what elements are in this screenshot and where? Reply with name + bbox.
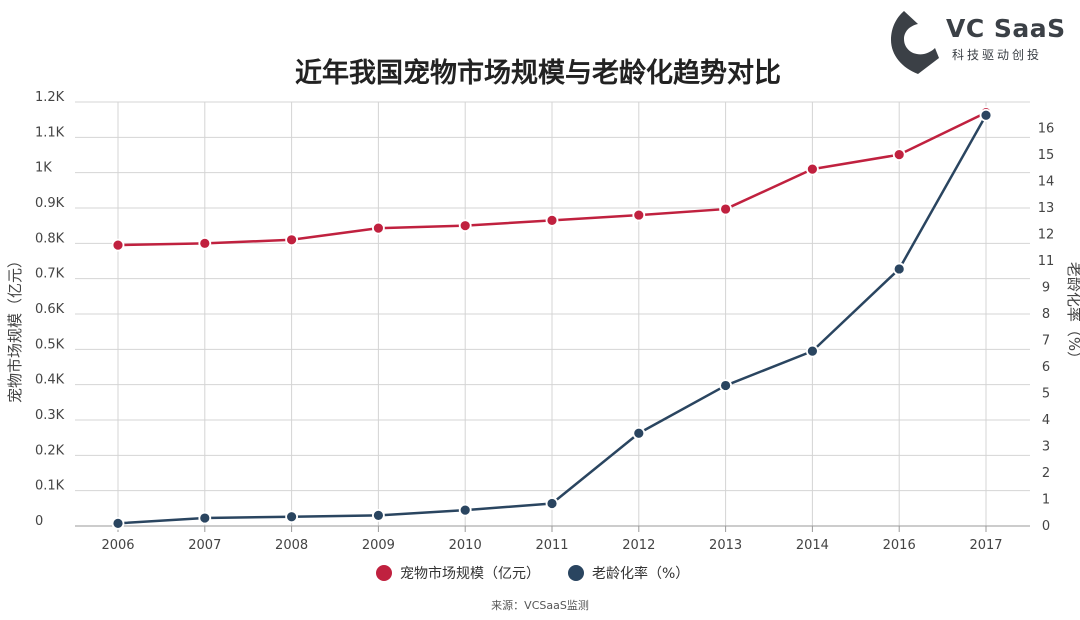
data-point-aging[interactable] xyxy=(979,108,993,122)
y-axis-left: 0 0.1K 0.2K 0.3K 0.4K 0.5K 0.6K 0.7K 0.8K 0.9K 1K 1… xyxy=(35,90,65,529)
y-tick-label-right: 6 xyxy=(1042,360,1050,375)
y-tick-label-right: 0 xyxy=(1042,519,1050,534)
data-point-market[interactable] xyxy=(545,213,559,227)
legend-label-aging[interactable]: 老龄化率（%） xyxy=(592,565,689,582)
data-point-market[interactable] xyxy=(285,233,299,247)
legend-label-market[interactable]: 宠物市场规模（亿元） xyxy=(400,565,540,582)
data-point-market[interactable] xyxy=(719,202,732,216)
y-tick-label-right: 3 xyxy=(1042,440,1050,455)
y-tick-label-left: 0.7K xyxy=(35,267,65,282)
data-point-aging[interactable] xyxy=(285,510,299,524)
x-tick-label: 2009 xyxy=(362,538,395,553)
x-tick-label: 2010 xyxy=(449,538,482,553)
data-point-aging[interactable] xyxy=(545,497,559,510)
data-point-aging[interactable] xyxy=(892,262,906,276)
y-tick-label-left: 0.3K xyxy=(35,408,65,423)
y-tick-label-right: 13 xyxy=(1038,201,1055,216)
y-tick-label-left: 1K xyxy=(35,161,52,176)
data-point-aging[interactable] xyxy=(198,511,212,525)
data-point-aging[interactable] xyxy=(632,426,646,440)
y-tick-label-left: 0.9K xyxy=(35,196,65,211)
y-tick-label-right: 11 xyxy=(1038,254,1055,269)
series-layer xyxy=(111,106,993,530)
legend: 宠物市场规模（亿元） 老龄化率（%） xyxy=(376,565,689,582)
y-tick-label-left: 1.1K xyxy=(35,125,65,140)
x-tick-label: 2007 xyxy=(188,538,221,553)
data-point-aging[interactable] xyxy=(111,516,125,530)
data-point-market[interactable] xyxy=(198,236,212,250)
y-tick-label-right: 7 xyxy=(1042,334,1050,349)
data-point-market[interactable] xyxy=(458,219,472,233)
y-tick-label-left: 0.1K xyxy=(35,479,65,494)
legend-marker-market[interactable] xyxy=(376,565,392,581)
data-point-aging[interactable] xyxy=(806,344,819,358)
y-tick-label-right: 4 xyxy=(1042,413,1050,428)
gridlines xyxy=(75,101,1030,526)
y-tick-label-right: 9 xyxy=(1042,281,1050,296)
y-tick-label-right: 12 xyxy=(1038,228,1055,243)
logo-mark-icon xyxy=(891,11,939,74)
y-tick-label-left: 0 xyxy=(35,514,43,529)
x-tick-label: 2013 xyxy=(709,538,742,553)
source-note: 来源：VCSaaS监测 xyxy=(491,598,589,612)
y-axis-right-label: 老龄化率（%） xyxy=(1065,262,1080,366)
x-tick-label: 2014 xyxy=(796,538,829,553)
data-point-market[interactable] xyxy=(892,148,906,162)
y-tick-label-right: 5 xyxy=(1042,387,1050,402)
data-point-aging[interactable] xyxy=(458,503,472,517)
y-tick-label-left: 0.5K xyxy=(35,337,65,352)
data-point-market[interactable] xyxy=(632,208,646,222)
y-tick-label-right: 15 xyxy=(1038,148,1055,163)
brand-name: VC SaaS xyxy=(946,14,1066,43)
data-point-market[interactable] xyxy=(371,221,385,235)
x-tick-label: 2017 xyxy=(969,538,1002,553)
y-tick-label-left: 0.4K xyxy=(35,373,65,388)
y-tick-label-left: 0.8K xyxy=(35,231,65,246)
brand-logo: VC SaaS 科技驱动创投 xyxy=(888,8,1068,78)
x-tick-label: 2016 xyxy=(883,538,916,553)
y-tick-label-left: 0.6K xyxy=(35,302,65,317)
y-tick-label-right: 8 xyxy=(1042,307,1050,322)
x-tick-label: 2008 xyxy=(275,538,308,553)
y-tick-label-right: 2 xyxy=(1042,466,1050,481)
x-tick-label: 2012 xyxy=(622,538,655,553)
y-tick-label-right: 16 xyxy=(1038,122,1055,137)
x-tick-label: 2006 xyxy=(101,538,134,553)
brand-tagline: 科技驱动创投 xyxy=(952,48,1043,62)
y-tick-label-right: 14 xyxy=(1038,175,1055,190)
legend-marker-aging[interactable] xyxy=(568,565,584,581)
y-tick-label-right: 1 xyxy=(1042,493,1050,508)
chart-title: 近年我国宠物市场规模与老龄化趋势对比 xyxy=(295,57,781,89)
y-tick-label-left: 0.2K xyxy=(35,443,65,458)
x-tick-label: 2011 xyxy=(535,538,568,553)
x-axis: 2006 2007 2008 2009 2010 2011 2012 2013 2014 2016… xyxy=(75,525,1030,553)
data-point-aging[interactable] xyxy=(719,379,732,392)
data-point-market[interactable] xyxy=(806,162,819,176)
data-point-market[interactable] xyxy=(111,238,125,252)
data-point-aging[interactable] xyxy=(371,509,385,522)
y-tick-label-left: 1.2K xyxy=(35,90,65,105)
y-axis-left-label: 宠物市场规模（亿元） xyxy=(6,253,24,403)
